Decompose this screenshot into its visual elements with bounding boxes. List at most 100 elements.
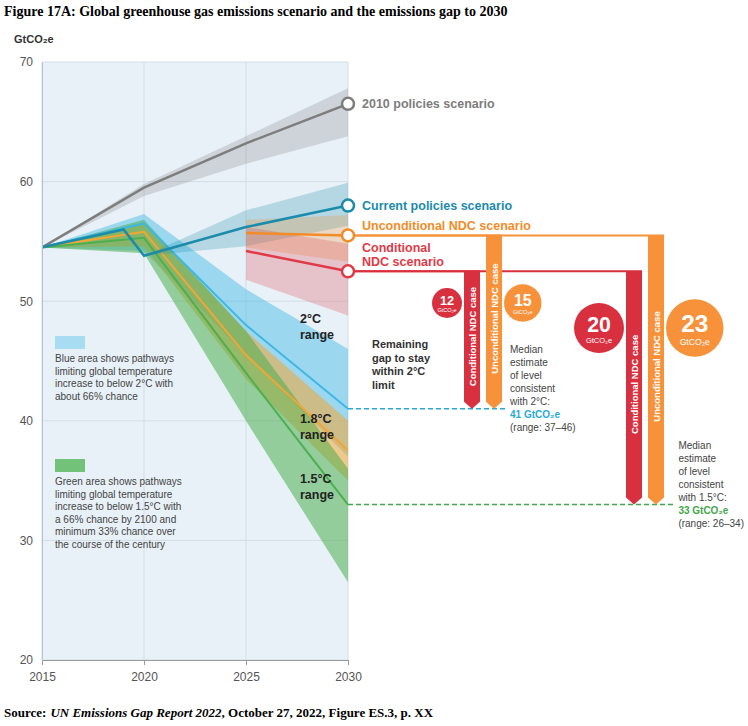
y-grid-line	[42, 181, 348, 182]
scenario-label-line: NDC scenario	[362, 255, 444, 269]
gap-case-label: Unconditional NDC case	[489, 263, 500, 373]
y-axis-line	[42, 63, 43, 661]
x-tick-label: 2020	[131, 670, 158, 684]
y-tick: 50	[20, 295, 42, 309]
gap-case-label: Conditional NDC case	[467, 287, 478, 386]
target-description-line: estimate	[510, 357, 548, 368]
gap-unit: GtCO₂e	[586, 336, 612, 345]
target-description: Medianestimateof levelconsistentwith 2°C…	[509, 344, 555, 407]
note-text-line: minimum 33% chance over	[55, 526, 176, 537]
note-text-line: Blue area shows pathways	[55, 353, 174, 364]
y-axis-title: GtCO₂e	[14, 33, 54, 45]
scenario-label: Current policies scenario	[362, 199, 512, 213]
plot-background	[42, 62, 348, 660]
x-tick-mark	[348, 660, 349, 665]
x-tick: 2025	[233, 660, 260, 684]
title: Figure 17A: Global greenhouse gas emissi…	[4, 4, 508, 19]
target-line	[348, 408, 505, 410]
source: Source:UN Emissions Gap Report 2022, Oct…	[4, 705, 434, 720]
gap-bar	[648, 235, 664, 504]
target-line	[348, 504, 673, 506]
y-tick: 30	[20, 534, 42, 548]
gap-annotation-line: gap to stay	[372, 352, 431, 364]
y-tick: 70	[20, 55, 42, 69]
gap-value: 20	[587, 313, 611, 337]
source-title: UN Emissions Gap Report 2022	[50, 705, 222, 720]
gap-bar	[626, 271, 642, 504]
scenario-line	[246, 251, 348, 271]
gap-annotation-line: Remaining	[372, 338, 428, 350]
note-text-line: a 66% chance by 2100 and	[55, 514, 176, 525]
note-text-line: limiting global temperature	[55, 489, 173, 500]
scenario-line	[246, 233, 348, 235]
pathway-area	[42, 222, 348, 480]
x-tick-mark	[144, 660, 145, 665]
y-tick-label: 70	[20, 55, 34, 69]
x-tick: 2020	[131, 660, 158, 684]
target-description-line: estimate	[678, 453, 716, 464]
x-tick-label: 2025	[233, 670, 260, 684]
plot-area	[42, 88, 348, 582]
target-description-line: Median	[678, 440, 711, 451]
scenario-extension-line	[348, 234, 664, 236]
scenario-label: ConditionalNDC scenario	[362, 241, 444, 269]
pathway-label-line: 2°C	[300, 312, 321, 326]
scenario-end-marker	[342, 265, 354, 277]
scenario-label: 2010 policies scenario	[362, 97, 495, 111]
x-tick-label: 2015	[29, 670, 56, 684]
gap-case-label: Unconditional NDC case	[651, 311, 662, 421]
x-axis: 2015 2020 2025 2030	[29, 660, 362, 684]
gap-bars: Conditional NDC case12GtCO₂eUnconditiona…	[432, 235, 724, 504]
x-tick-label: 2030	[335, 670, 362, 684]
x-tick-mark	[42, 660, 43, 665]
gap-bar	[464, 271, 480, 409]
target-description-line: of level	[678, 466, 710, 477]
note-text: Green area shows pathways limiting global…	[55, 476, 182, 550]
y-axis: 20 30 40 50 60 70	[20, 55, 43, 667]
x-grid-line	[42, 62, 43, 660]
pathway-area	[42, 220, 348, 582]
pathway-label-line: 1.8°C	[300, 412, 331, 426]
scenario-band	[246, 227, 348, 316]
scenario-label: Unconditional NDC scenario	[362, 219, 531, 233]
chart: Figure 17A: Global greenhouse gas emissi…	[0, 0, 748, 726]
target-range: (range: 37–46)	[510, 422, 576, 433]
y-tick-label: 20	[20, 653, 34, 667]
target-description-line: Median	[510, 344, 543, 355]
y-grid-line	[42, 660, 348, 661]
note-text-line: limiting global temperature	[55, 366, 173, 377]
y-tick-label: 30	[20, 534, 34, 548]
pathway-label-line: range	[300, 488, 334, 502]
gap-circle	[666, 299, 724, 357]
gap-unit: GtCO₂e	[680, 337, 710, 347]
target-label: Medianestimateof levelconsistentwith 2°C…	[509, 344, 576, 433]
scenario-label-line: 2010 policies scenario	[362, 97, 495, 111]
gap-annotation-line: limit	[372, 379, 395, 391]
gap-circle	[574, 303, 624, 353]
note-text-line: Green area shows pathways	[55, 476, 182, 487]
target-range: (range: 26–34)	[678, 518, 744, 529]
grid	[42, 62, 348, 660]
note-text-line: increase to below 1.5°C with	[55, 501, 181, 512]
note-swatch	[55, 336, 85, 349]
y-tick-label: 50	[20, 295, 34, 309]
target-description-line: consistent	[510, 383, 555, 394]
x-axis-line	[43, 660, 349, 661]
note-text-line: the course of the century	[55, 539, 165, 550]
note-text: Blue area shows pathways limiting global …	[55, 353, 174, 402]
source-rest: , October 27, 2022, Figure ES.3, p. XX	[222, 705, 434, 720]
y-tick: 60	[20, 175, 42, 189]
pathway-label-line: range	[300, 328, 334, 342]
x-tick-mark	[246, 660, 247, 665]
scenario-end-marker	[342, 98, 354, 110]
scenario-line	[42, 104, 348, 248]
gap-value: 15	[514, 292, 532, 309]
pathway-label: 1.5°Crange	[300, 472, 334, 502]
gap-case-label: Conditional NDC case	[629, 335, 640, 434]
pathway-label: 2°C range	[300, 312, 334, 342]
y-tick-label: 40	[20, 414, 34, 428]
scenario-label-line: Conditional	[362, 241, 431, 255]
x-tick: 2015	[29, 660, 56, 684]
scenario-line	[42, 206, 348, 256]
pathway-line	[42, 223, 348, 408]
